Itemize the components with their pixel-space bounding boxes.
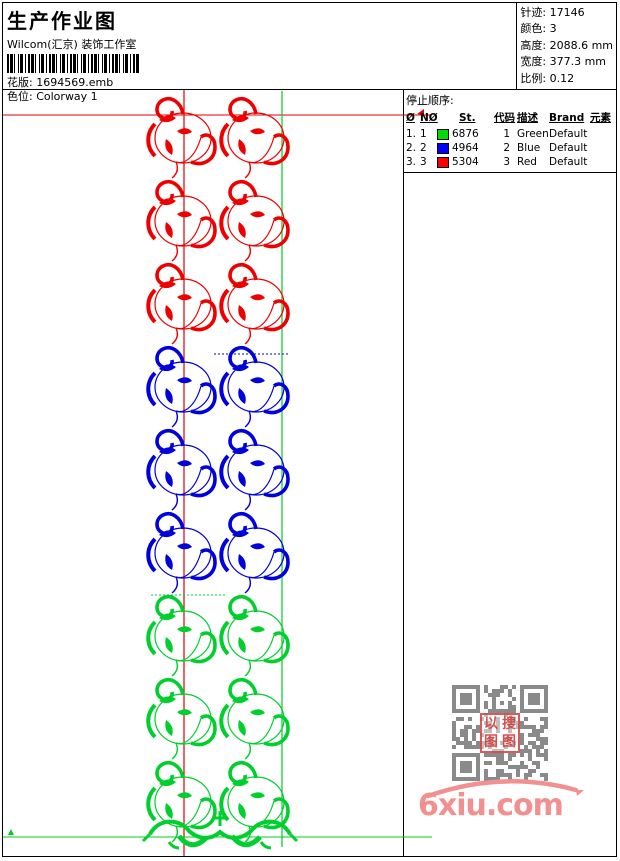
stamp-char: 以 [484, 716, 498, 732]
right-panel: 停止顺序: Ø NØ St. 代码 描述 Brand 元素 1. 1 687 [404, 90, 616, 857]
design-canvas [3, 90, 432, 857]
row1-n: 1 [420, 128, 427, 140]
row3-stitches-cell: 5304 [437, 155, 493, 169]
width-row: 宽度: 377.3 mm [520, 54, 613, 70]
page-title: 生产作业图 [7, 9, 117, 33]
col-header-desc: 描述 [517, 112, 538, 124]
row2-stitches-cell: 4964 [437, 141, 493, 155]
design-file-value: 1694569.emb [36, 76, 114, 89]
stamp-char: 图 [502, 734, 516, 750]
row3-stitch-count: 5304 [452, 156, 479, 168]
site-name: 6xiu.com [418, 788, 563, 823]
stitches-row: 针迹: 17146 [520, 5, 613, 21]
design-file-line: 花版: 1694569.emb [7, 76, 512, 90]
row3-brand: Default [549, 156, 588, 168]
col-header-code: 代码 [494, 112, 515, 124]
design-file-label: 花版: [7, 76, 33, 89]
title-block: 生产作业图 Wilcom(汇京) 装饰工作室 花版: 1694569.emb 色… [3, 3, 518, 103]
colorway-value: Colorway 1 [36, 90, 98, 103]
col-header-element: 元素 [590, 112, 611, 124]
colorway-label: 色位: [7, 90, 33, 103]
height-label: 高度: [520, 38, 547, 52]
col-header-brand: Brand [549, 111, 585, 124]
scale-value: 0.12 [549, 71, 575, 85]
stamp-char: 搜 [502, 716, 516, 732]
embroidery-design [3, 90, 432, 856]
row1-code: 1 [503, 128, 510, 140]
col-header-number: Ø [406, 111, 415, 124]
red-stamp: 以 搜 图 图 [480, 713, 520, 753]
row3-color-swatch [437, 156, 449, 168]
row2-color-swatch [437, 142, 449, 154]
row3-desc: Red [517, 156, 537, 168]
row2-n: 2 [420, 142, 427, 154]
row1-stitches-cell: 6876 [437, 127, 493, 141]
stitches-label: 针迹: [520, 6, 547, 19]
row1-color-swatch [437, 128, 449, 140]
height-row: 高度: 2088.6 mm [520, 38, 613, 54]
red-guide-end-mark [417, 109, 424, 115]
col-header-n: NØ [420, 111, 438, 124]
scale-row: 比例: 0.12 [520, 71, 613, 87]
barcode-icon [7, 54, 140, 73]
colorway-line: 色位: Colorway 1 [7, 90, 512, 104]
stitches-value: 17146 [549, 6, 585, 19]
row1-stitch-count: 6876 [452, 128, 479, 140]
site-logo: 6xiu.com [418, 779, 584, 823]
site-watermark: 6xiu.com [414, 778, 589, 824]
row3-code: 3 [503, 156, 510, 168]
row2-brand: Default [549, 142, 588, 154]
row3-seq: 3. [406, 156, 417, 168]
qr-code: 以 搜 图 图 [452, 685, 548, 781]
green-guide-end-mark [8, 829, 14, 835]
header-row: 生产作业图 Wilcom(汇京) 装饰工作室 花版: 1694569.emb 色… [3, 3, 616, 103]
width-value: 377.3 mm [549, 55, 606, 69]
col-header-stitches: St. [459, 111, 476, 124]
row3-n: 3 [420, 156, 427, 168]
stop-sequence-title: 停止顺序: [406, 94, 454, 107]
scale-label: 比例: [520, 71, 547, 85]
row1-desc: Green [517, 128, 549, 140]
colors-row: 颜色: 3 [520, 21, 613, 37]
logo-swoosh [425, 779, 579, 799]
design-info-block: 针迹: 17146 颜色: 3 高度: 2088.6 mm 宽度: 377.3 … [517, 3, 616, 89]
body-row: 停止顺序: Ø NØ St. 代码 描述 Brand 元素 1. 1 687 [3, 90, 616, 857]
colors-label: 颜色: [520, 22, 547, 36]
row2-desc: Blue [517, 142, 541, 154]
row1-brand: Default [549, 128, 588, 140]
row1-seq: 1. [406, 128, 417, 140]
logo-swoosh-tip [576, 790, 584, 796]
stop-sequence-box: 停止顺序: Ø NØ St. 代码 描述 Brand 元素 1. 1 687 [404, 90, 616, 173]
qr-code-image [452, 685, 548, 781]
row2-code: 2 [503, 142, 510, 154]
scroll-motif-grid [146, 96, 290, 844]
bottom-border-ornament [141, 811, 299, 850]
row2-stitch-count: 4964 [452, 142, 479, 154]
row2-seq: 2. [406, 142, 417, 154]
stamp-char: 图 [484, 734, 498, 750]
studio-name: Wilcom(汇京) 装饰工作室 [7, 38, 137, 51]
colors-value: 3 [549, 22, 557, 36]
stop-sequence-table: Ø NØ St. 代码 描述 Brand 元素 1. 1 6876 1 [406, 110, 614, 169]
height-value: 2088.6 mm [549, 38, 613, 52]
width-label: 宽度: [520, 55, 547, 69]
